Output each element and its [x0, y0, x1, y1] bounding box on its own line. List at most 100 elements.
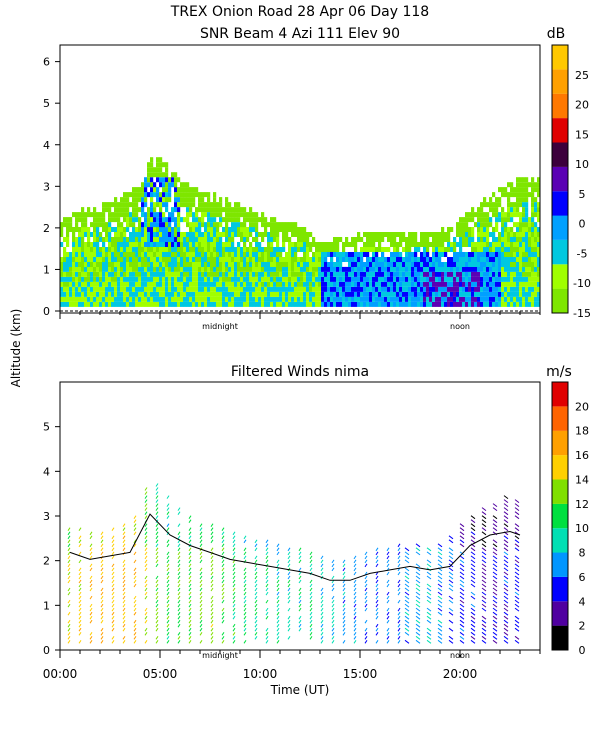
wind-barb: [404, 615, 410, 620]
snr-cell: [174, 192, 178, 198]
snr-cell: [495, 257, 499, 262]
wind-barb: [448, 539, 454, 544]
snr-cell: [108, 222, 112, 228]
snr-cell: [81, 262, 85, 267]
snr-cell: [189, 281, 193, 287]
snr-cell: [327, 301, 331, 307]
snr-cell: [138, 252, 142, 257]
snr-cell: [222, 291, 226, 297]
snr-cell: [255, 271, 259, 277]
snr-cell: [216, 301, 220, 307]
snr-cell: [87, 271, 91, 277]
snr-cell: [510, 227, 514, 232]
snr-cell: [438, 242, 442, 247]
snr-colorbar-swatch: [552, 142, 568, 167]
wind-barb: [122, 636, 126, 640]
wind-colorbar-label: 18: [575, 425, 589, 438]
snr-cell: [414, 286, 418, 292]
snr-cell: [240, 266, 244, 272]
wind-barb: [503, 575, 509, 580]
snr-cell: [489, 232, 493, 237]
snr-cell: [300, 247, 304, 252]
snr-cell: [258, 301, 262, 307]
wind-barb: [122, 535, 126, 540]
wind-barb: [481, 583, 487, 588]
wind-barb: [309, 555, 313, 560]
wind-barb: [166, 636, 170, 640]
snr-cell: [132, 202, 136, 208]
snr-cell: [93, 232, 97, 237]
wind-barb: [470, 615, 476, 620]
snr-cell: [459, 227, 463, 232]
snr-cell: [483, 212, 487, 218]
snr-cell: [177, 222, 181, 228]
wind-barb: [353, 607, 357, 612]
wind-barb: [503, 527, 509, 532]
snr-cell: [99, 276, 103, 282]
snr-cell: [114, 281, 118, 287]
wind-barb: [199, 555, 203, 560]
wind-barb: [210, 527, 214, 531]
snr-cell: [321, 276, 325, 282]
wind-barb: [492, 551, 498, 556]
snr-cell: [60, 257, 64, 262]
snr-cell: [66, 286, 70, 292]
snr-cell: [90, 232, 94, 237]
wind-barb: [100, 551, 104, 556]
wind-barb: [492, 619, 498, 624]
snr-cell: [513, 192, 517, 198]
wind-barb: [265, 615, 269, 620]
snr-cell: [258, 262, 262, 267]
wind-barb: [459, 619, 465, 624]
snr-cell: [186, 217, 190, 223]
snr-cell: [342, 266, 346, 272]
snr-cell: [489, 242, 493, 247]
wind-barb: [78, 527, 82, 531]
snr-cell: [327, 291, 331, 297]
snr-cell: [60, 242, 64, 247]
snr-cell: [378, 266, 382, 272]
wind-barb: [397, 627, 401, 632]
snr-cell: [282, 301, 286, 307]
wind-barb: [514, 499, 520, 504]
wind-barb: [78, 640, 82, 644]
wind-barb: [166, 495, 170, 499]
wind-barb: [210, 523, 214, 527]
wind-barb: [89, 563, 93, 568]
snr-cell: [72, 242, 76, 247]
snr-cell: [150, 242, 154, 247]
snr-cell: [108, 296, 112, 302]
snr-cell: [402, 232, 406, 237]
wind-barb: [287, 579, 291, 584]
wind-barb: [155, 627, 159, 632]
snr-cell: [531, 217, 535, 223]
snr-cell: [96, 242, 100, 247]
snr-cell: [240, 257, 244, 262]
wind-barb: [166, 515, 170, 519]
wind-barb: [298, 567, 302, 572]
snr-cell: [186, 222, 190, 228]
snr-cell: [327, 271, 331, 277]
snr-cell: [135, 197, 139, 203]
snr-cell: [171, 207, 175, 213]
snr-cell: [96, 222, 100, 228]
wind-barb: [320, 619, 324, 624]
snr-cell: [135, 232, 139, 237]
snr-cell: [432, 242, 436, 247]
snr-cell: [126, 212, 130, 218]
snr-cell: [171, 286, 175, 292]
snr-cell: [117, 227, 121, 232]
snr-cell: [348, 262, 352, 267]
snr-cell: [234, 212, 238, 218]
wind-barb: [492, 591, 498, 596]
snr-cell: [258, 257, 262, 262]
snr-cell: [411, 276, 415, 282]
snr-cell: [318, 271, 322, 277]
wind-barb: [481, 623, 487, 628]
snr-colorbar-swatch: [552, 45, 568, 70]
snr-cell: [516, 192, 520, 198]
snr-cell: [372, 281, 376, 287]
snr-cell: [282, 286, 286, 292]
snr-cell: [111, 296, 115, 302]
snr-cell: [78, 266, 82, 272]
